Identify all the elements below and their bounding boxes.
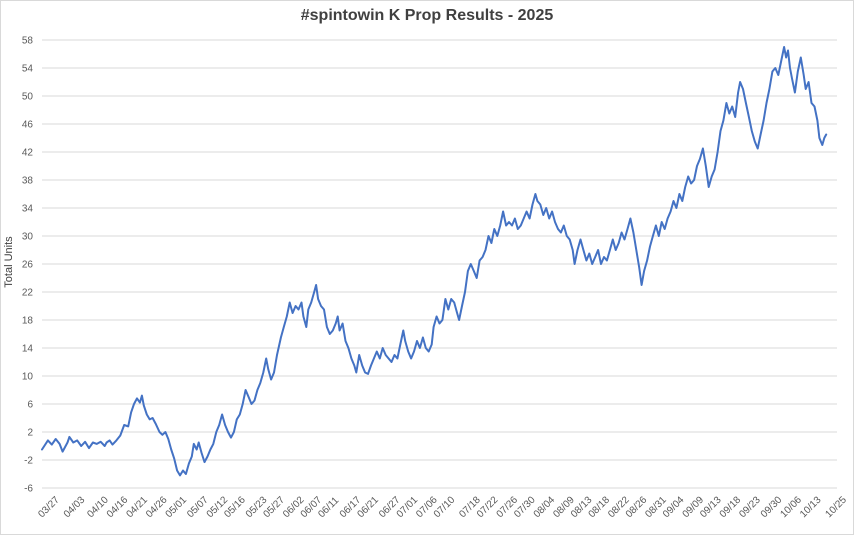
x-tick-label: 04/03 bbox=[62, 494, 88, 520]
x-tick-label: 07/10 bbox=[432, 494, 458, 520]
x-tick-label: 04/10 bbox=[85, 494, 111, 520]
x-tick-label: 09/30 bbox=[759, 494, 785, 520]
x-tick-label: 09/13 bbox=[698, 494, 724, 520]
x-tick-label: 04/21 bbox=[124, 494, 150, 520]
x-tick-label: 09/04 bbox=[661, 494, 687, 520]
y-tick-label: -2 bbox=[24, 456, 33, 467]
y-tick-label: 46 bbox=[22, 120, 34, 131]
x-tick-label: 07/01 bbox=[395, 494, 421, 520]
gridlines bbox=[42, 39, 837, 489]
x-tick-label: 05/07 bbox=[185, 494, 211, 520]
y-tick-label: 34 bbox=[22, 204, 34, 215]
x-tick-label: 10/25 bbox=[824, 494, 850, 520]
y-tick-label: 2 bbox=[27, 428, 33, 439]
x-tick-label: 04/26 bbox=[144, 494, 170, 520]
x-tick-label: 03/27 bbox=[36, 494, 62, 520]
y-tick-label: 14 bbox=[22, 344, 34, 355]
y-tick-label: 26 bbox=[22, 260, 34, 271]
x-tick-label: 07/22 bbox=[475, 494, 501, 520]
x-tick-label: 07/30 bbox=[512, 494, 538, 520]
x-tick-label: 08/26 bbox=[624, 494, 650, 520]
y-tick-label: 22 bbox=[22, 288, 34, 299]
x-axis-ticks: 03/27 04/0304/1004/1604/2104/2605/0105/07… bbox=[36, 494, 849, 520]
x-tick-label: 10/13 bbox=[798, 494, 824, 520]
y-tick-label: 18 bbox=[22, 316, 34, 327]
plot-area bbox=[41, 46, 828, 477]
x-tick-label: 04/16 bbox=[105, 494, 131, 520]
x-tick-label: 09/18 bbox=[718, 494, 744, 520]
y-tick-label: -6 bbox=[24, 484, 33, 495]
series-line bbox=[41, 46, 828, 477]
y-tick-label: 58 bbox=[22, 36, 34, 47]
x-tick-label: 09/23 bbox=[737, 494, 763, 520]
y-tick-label: 38 bbox=[22, 176, 34, 187]
chart-title: #spintowin K Prop Results - 2025 bbox=[300, 7, 554, 24]
y-tick-label: 50 bbox=[22, 92, 34, 103]
x-tick-label: 10/06 bbox=[778, 494, 804, 520]
x-tick-label: 05/01 bbox=[164, 494, 190, 520]
y-tick-label: 6 bbox=[27, 400, 33, 411]
y-tick-label: 54 bbox=[22, 64, 34, 75]
x-tick-label: 05/27 bbox=[262, 494, 288, 520]
x-tick-label: 05/16 bbox=[222, 494, 248, 520]
x-tick-label: 08/04 bbox=[532, 494, 558, 520]
y-tick-label: 10 bbox=[22, 372, 34, 383]
y-tick-label: 42 bbox=[22, 148, 34, 159]
x-tick-label: 08/18 bbox=[587, 494, 613, 520]
y-tick-label: 30 bbox=[22, 232, 34, 243]
x-tick-label: 06/21 bbox=[356, 494, 382, 520]
